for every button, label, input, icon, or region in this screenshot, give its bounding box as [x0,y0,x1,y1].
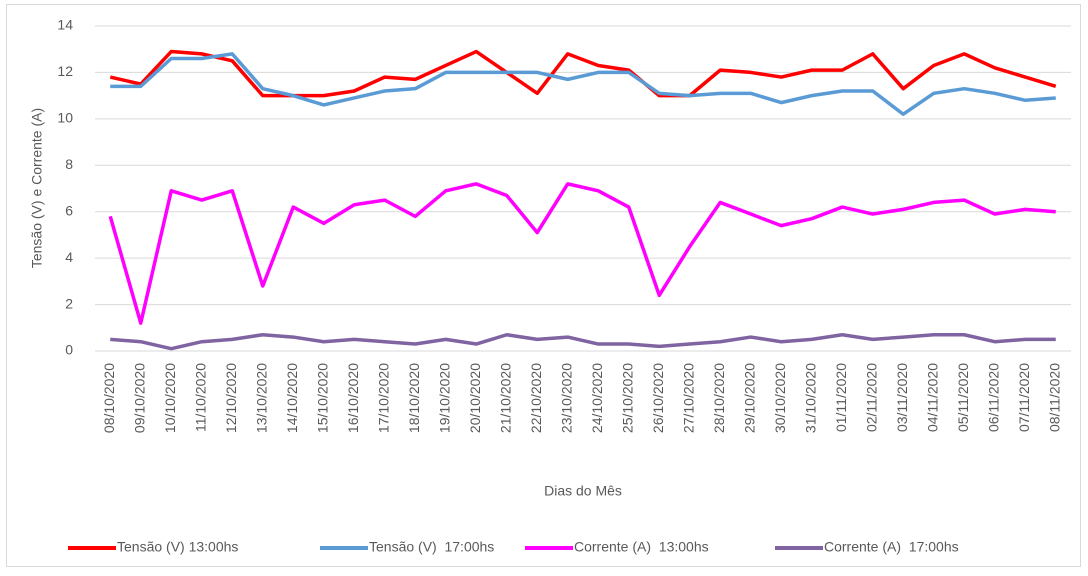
x-tick-label: 02/11/2020 [863,363,879,432]
legend-label: Tensão (V) 13:00hs [117,539,238,555]
y-axis-title: Tensão (V) e Corrente (A) [29,108,45,268]
legend-label: Corrente (A) 13:00hs [574,539,709,555]
x-tick-label: 06/11/2020 [985,363,1001,432]
x-tick-label: 27/10/2020 [680,363,696,433]
x-tick-label: 05/11/2020 [955,363,971,432]
x-tick-label: 26/10/2020 [650,363,666,433]
x-tick-label: 25/10/2020 [619,363,635,433]
legend-label: Tensão (V) 17:00hs [369,539,494,555]
x-tick-label: 28/10/2020 [711,363,727,433]
x-tick-label: 01/11/2020 [833,363,849,432]
x-axis-title: Dias do Mês [544,483,622,499]
x-tick-label: 30/10/2020 [772,363,788,433]
x-tick-label: 08/10/2020 [101,363,117,433]
x-tick-label: 12/10/2020 [223,363,239,433]
data-line [109,49,1057,98]
data-line [110,52,1056,116]
x-tick-label: 18/10/2020 [406,363,422,433]
x-tick-label: 09/10/2020 [131,363,147,433]
y-tick-label: 0 [65,342,73,358]
x-tick-label: 16/10/2020 [345,363,361,433]
x-tick-label: 15/10/2020 [314,363,330,433]
x-tick-label: 11/10/2020 [192,363,208,432]
data-line [110,333,1056,351]
x-tick-label: 03/11/2020 [894,363,910,432]
x-tick-label: 24/10/2020 [589,363,605,433]
x-tick-label: 22/10/2020 [528,363,544,433]
y-tick-label: 4 [65,249,73,265]
x-tick-label: 08/11/2020 [1046,363,1062,432]
legend-label: Corrente (A) 17:00hs [824,539,959,555]
x-tick-label: 19/10/2020 [436,363,452,433]
x-tick-label: 23/10/2020 [558,363,574,433]
x-tick-label: 13/10/2020 [253,363,269,433]
data-line [108,182,1056,325]
y-tick-label: 8 [65,156,73,172]
x-tick-label: 29/10/2020 [741,363,757,433]
x-tick-label: 14/10/2020 [284,363,300,433]
y-tick-label: 6 [65,202,73,218]
x-tick-label: 10/10/2020 [162,363,178,433]
x-tick-label: 20/10/2020 [467,363,483,433]
y-tick-label: 12 [57,63,73,79]
y-tick-label: 2 [65,295,73,311]
y-tick-label: 14 [57,17,73,33]
x-tick-label: 31/10/2020 [802,363,818,433]
x-tick-label: 17/10/2020 [375,363,391,433]
y-tick-label: 10 [57,110,73,126]
x-tick-label: 04/11/2020 [924,363,940,432]
chart-border [6,4,1081,567]
x-tick-label: 07/11/2020 [1016,363,1032,432]
x-tick-label: 21/10/2020 [497,363,513,433]
